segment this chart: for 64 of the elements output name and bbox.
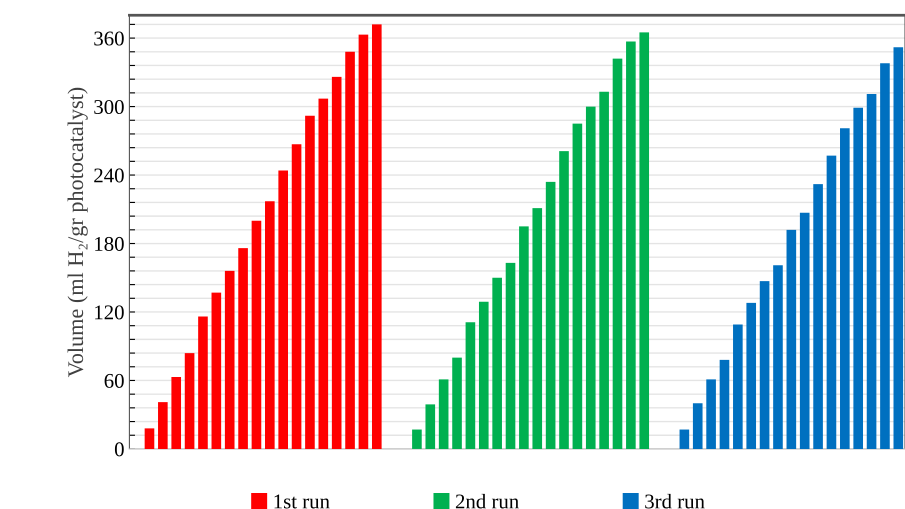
bar (212, 292, 222, 449)
bar (238, 248, 248, 449)
y-tick-label: 60 (104, 374, 124, 388)
bar (318, 98, 328, 449)
bar (586, 106, 596, 449)
bar (853, 108, 864, 449)
y-tick-label: 360 (94, 31, 124, 46)
y-tick-label: 180 (95, 236, 124, 251)
bar (612, 58, 622, 449)
bar (305, 116, 315, 449)
bar (840, 128, 850, 449)
bar (786, 230, 796, 449)
bar (278, 170, 288, 449)
bar (252, 220, 262, 449)
y-tick-label: 240 (94, 168, 124, 182)
bar (760, 281, 770, 449)
legend-label: 1st run (274, 494, 330, 508)
bar (438, 379, 448, 449)
bar (492, 278, 502, 449)
bar (680, 430, 690, 449)
bar (372, 24, 382, 449)
bar (706, 379, 716, 449)
bar (826, 156, 836, 449)
bar (184, 353, 194, 449)
bar (292, 144, 302, 449)
bar (692, 403, 703, 449)
bar (412, 430, 422, 449)
bar (626, 42, 636, 449)
bar (866, 94, 876, 449)
y-tick-label: 120 (95, 305, 124, 320)
bar (532, 208, 542, 449)
bar (572, 124, 582, 449)
bar (478, 302, 489, 449)
bar (599, 92, 609, 449)
bar (639, 32, 650, 449)
bar (345, 52, 355, 449)
bar (198, 316, 208, 449)
bar (158, 402, 168, 449)
y-tick-label: 0 (114, 442, 124, 456)
bar (894, 47, 904, 449)
legend-label: 2nd run (456, 494, 519, 508)
bar (773, 265, 783, 449)
legend-label: 3rd run (645, 494, 705, 508)
bar (559, 151, 569, 449)
bar (746, 302, 756, 449)
y-tick-label: 300 (94, 100, 124, 114)
bar (720, 360, 730, 449)
bar (466, 322, 476, 449)
bar (332, 76, 342, 449)
bar (425, 404, 436, 449)
bar (358, 34, 368, 449)
bar (800, 212, 810, 449)
bar (224, 270, 235, 449)
bar (265, 201, 275, 449)
y-axis-title: Volume (ml H₂/gr photocatalyst) (68, 88, 88, 378)
bar (519, 226, 529, 449)
bar (813, 184, 823, 449)
bar (171, 377, 182, 449)
bar (733, 324, 743, 449)
bar (144, 428, 154, 449)
bar (506, 262, 516, 449)
bar (546, 182, 556, 449)
bar (452, 358, 462, 449)
bar (880, 63, 890, 449)
